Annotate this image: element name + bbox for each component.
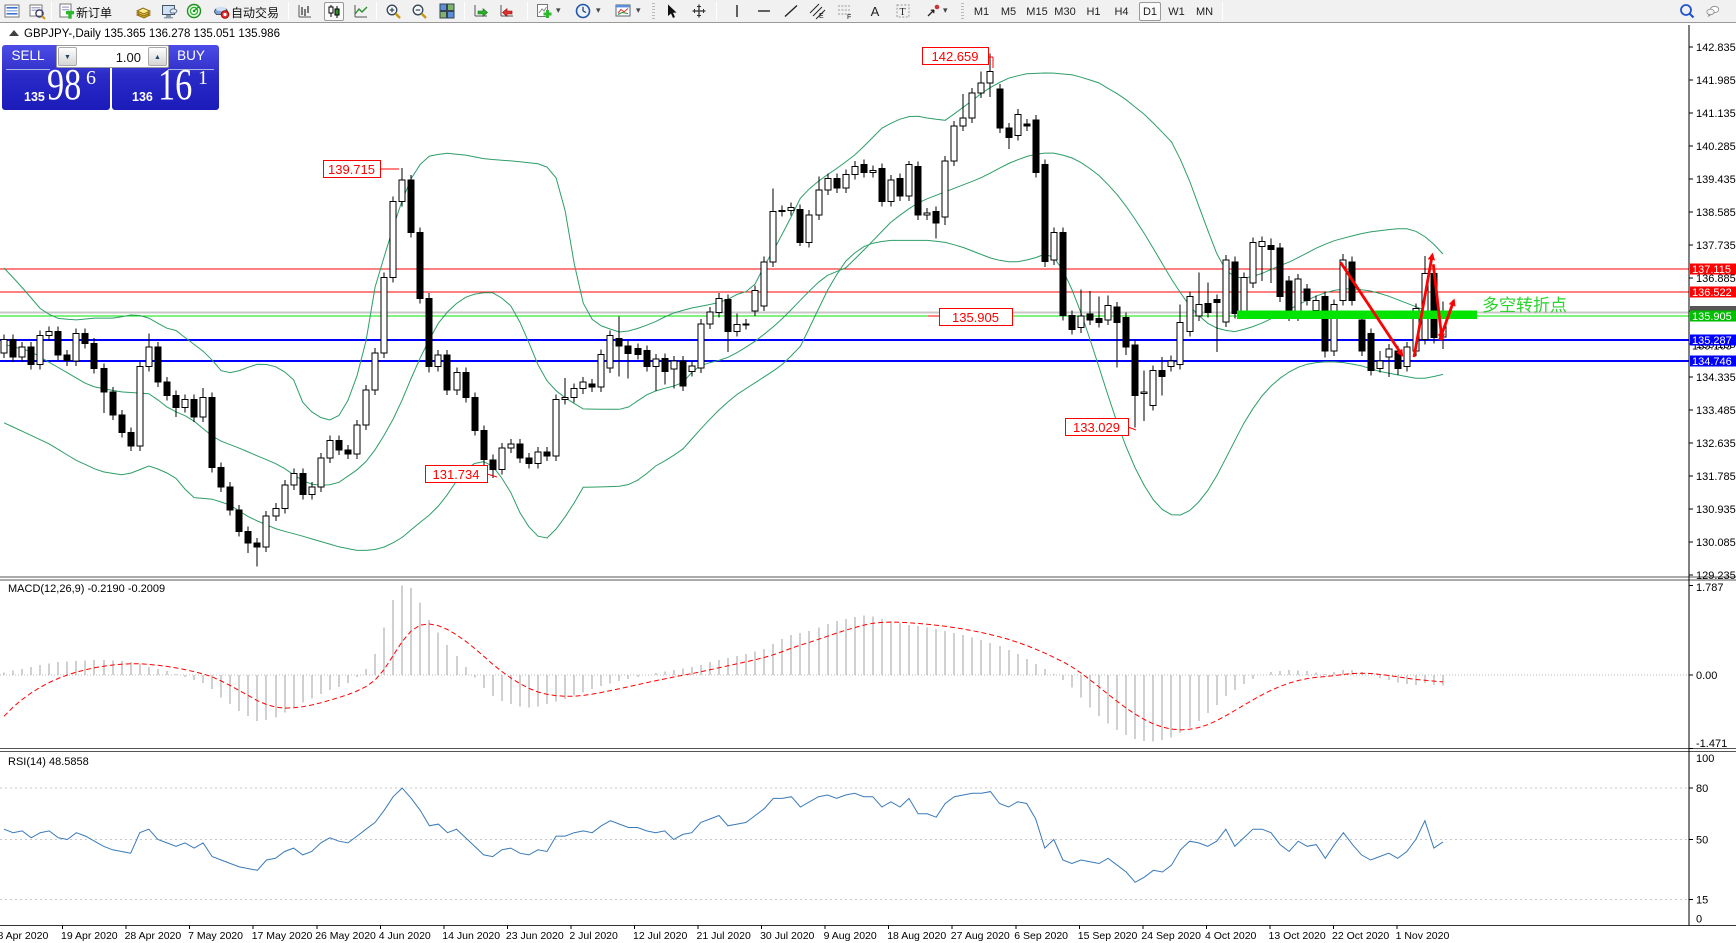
svg-text:27 Aug 2020: 27 Aug 2020	[951, 930, 1010, 942]
svg-text:134.746: 134.746	[1692, 356, 1732, 368]
svg-text:-1.471: -1.471	[1696, 738, 1727, 750]
svg-text:0: 0	[1696, 914, 1702, 926]
svg-text:133.485: 133.485	[1696, 405, 1736, 417]
svg-text:7 May 2020: 7 May 2020	[188, 930, 243, 942]
svg-text:多空转折点: 多空转折点	[1482, 296, 1567, 315]
svg-text:131.785: 131.785	[1696, 471, 1736, 483]
svg-text:4 Oct 2020: 4 Oct 2020	[1205, 930, 1257, 942]
svg-text:1 Nov 2020: 1 Nov 2020	[1396, 930, 1450, 942]
svg-text:136.885: 136.885	[1696, 273, 1736, 285]
svg-text:12 Jul 2020: 12 Jul 2020	[633, 930, 687, 942]
svg-text:GBPJPY-,Daily 135.365 136.278: GBPJPY-,Daily 135.365 136.278 135.051 13…	[24, 28, 280, 40]
svg-text:142.659: 142.659	[932, 49, 979, 64]
svg-text:2 Jul 2020: 2 Jul 2020	[569, 930, 618, 942]
svg-text:1.787: 1.787	[1696, 582, 1724, 594]
svg-text:132.635: 132.635	[1696, 438, 1736, 450]
svg-text:135.905: 135.905	[1692, 311, 1732, 323]
svg-text:80: 80	[1696, 783, 1708, 795]
svg-text:RSI(14) 48.5858: RSI(14) 48.5858	[8, 756, 89, 768]
svg-text:135.905: 135.905	[952, 310, 999, 325]
svg-text:131.734: 131.734	[433, 467, 480, 482]
svg-text:4 Jun 2020: 4 Jun 2020	[379, 930, 431, 942]
svg-text:141.135: 141.135	[1696, 108, 1736, 120]
svg-text:134.335: 134.335	[1696, 372, 1736, 384]
svg-text:100: 100	[1696, 753, 1714, 765]
svg-text:141.985: 141.985	[1696, 75, 1736, 87]
svg-text:130.085: 130.085	[1696, 537, 1736, 549]
svg-text:14 Jun 2020: 14 Jun 2020	[442, 930, 500, 942]
svg-text:24 Sep 2020: 24 Sep 2020	[1141, 930, 1201, 942]
svg-text:130.935: 130.935	[1696, 504, 1736, 516]
svg-text:19 Apr 2020: 19 Apr 2020	[61, 930, 118, 942]
svg-text:139.435: 139.435	[1696, 174, 1736, 186]
svg-text:139.715: 139.715	[328, 162, 375, 177]
svg-text:137.115: 137.115	[1692, 264, 1731, 276]
svg-text:28 Apr 2020: 28 Apr 2020	[125, 930, 182, 942]
svg-text:138.585: 138.585	[1696, 207, 1736, 219]
svg-text:17 May 2020: 17 May 2020	[252, 930, 313, 942]
svg-text:15: 15	[1696, 894, 1708, 906]
svg-text:21 Jul 2020: 21 Jul 2020	[697, 930, 751, 942]
svg-text:6 Sep 2020: 6 Sep 2020	[1014, 930, 1068, 942]
svg-text:0.00: 0.00	[1696, 670, 1717, 682]
svg-text:22 Oct 2020: 22 Oct 2020	[1332, 930, 1389, 942]
svg-text:133.029: 133.029	[1073, 420, 1120, 435]
svg-text:137.735: 137.735	[1696, 240, 1736, 252]
svg-text:MACD(12,26,9) -0.2190 -0.2009: MACD(12,26,9) -0.2190 -0.2009	[8, 583, 165, 595]
svg-text:26 May 2020: 26 May 2020	[315, 930, 376, 942]
svg-text:F: F	[847, 14, 851, 20]
svg-text:30 Jul 2020: 30 Jul 2020	[760, 930, 814, 942]
svg-text:23 Jun 2020: 23 Jun 2020	[506, 930, 564, 942]
svg-text:136.522: 136.522	[1692, 287, 1732, 299]
svg-text:135.287: 135.287	[1692, 335, 1732, 347]
svg-text:T: T	[899, 7, 905, 18]
svg-text:E: E	[819, 13, 824, 20]
svg-text:13 Oct 2020: 13 Oct 2020	[1269, 930, 1326, 942]
svg-text:129.235: 129.235	[1696, 570, 1736, 582]
svg-text:140.285: 140.285	[1696, 141, 1736, 153]
svg-text:142.835: 142.835	[1696, 42, 1736, 54]
svg-text:18 Aug 2020: 18 Aug 2020	[887, 930, 946, 942]
svg-text:15 Sep 2020: 15 Sep 2020	[1078, 930, 1138, 942]
svg-text:8 Apr 2020: 8 Apr 2020	[0, 930, 48, 942]
svg-text:50: 50	[1696, 835, 1708, 847]
svg-text:9 Aug 2020: 9 Aug 2020	[824, 930, 877, 942]
